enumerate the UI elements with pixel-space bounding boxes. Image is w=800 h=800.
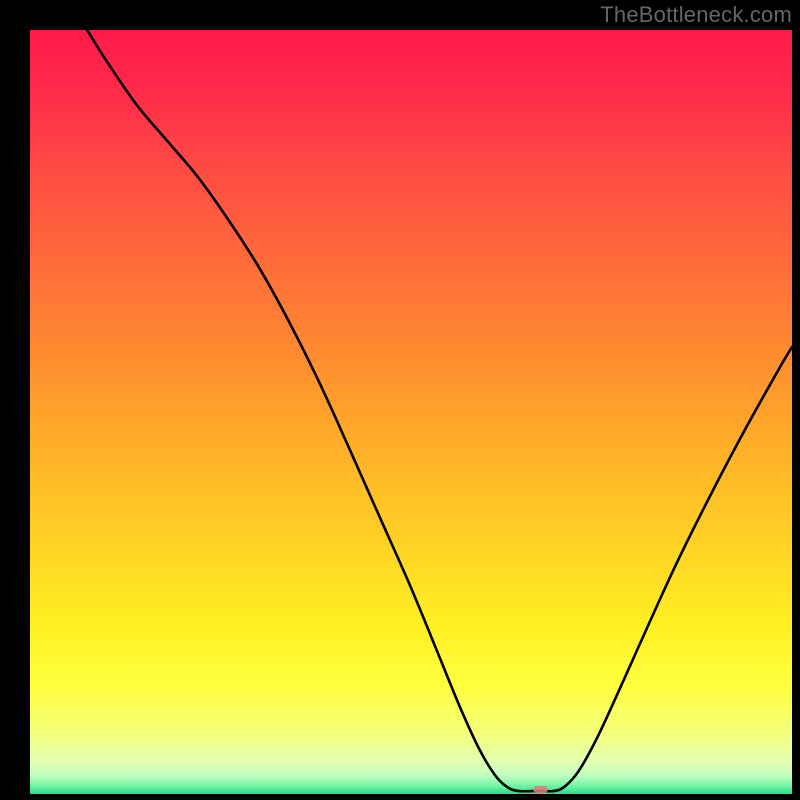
- stage: TheBottleneck.com: [0, 0, 800, 800]
- plot-area: [30, 30, 792, 794]
- chart-svg: [30, 30, 792, 794]
- minimum-marker: [533, 786, 548, 793]
- watermark-text: TheBottleneck.com: [600, 2, 792, 28]
- gradient-background: [30, 30, 792, 794]
